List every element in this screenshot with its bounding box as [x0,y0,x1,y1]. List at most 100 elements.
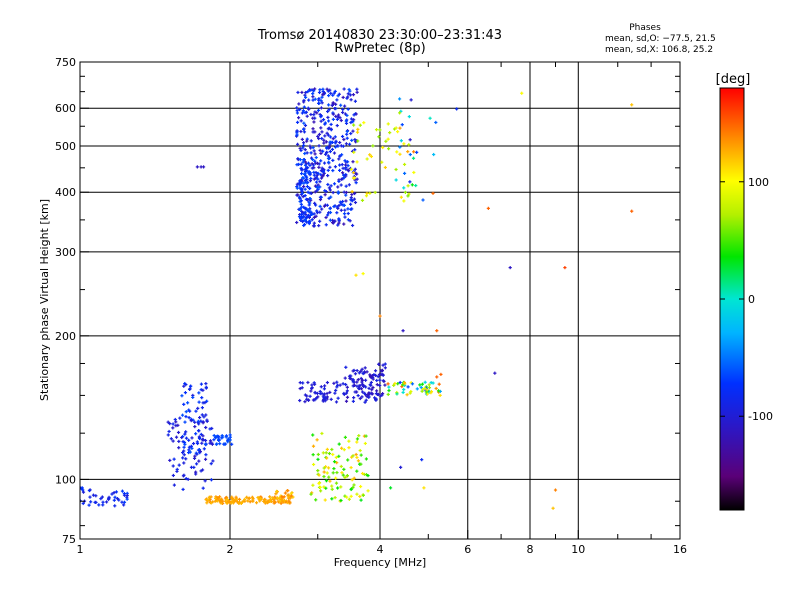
data-point [195,452,199,456]
data-point [210,426,214,431]
data-point [343,112,348,116]
data-point [357,434,361,438]
x-tick-label: 8 [527,543,534,556]
data-point [331,168,335,173]
data-point [336,190,340,194]
data-point [187,387,192,391]
data-point [323,193,327,197]
data-point [344,174,348,178]
data-point [373,396,377,400]
data-point [326,466,331,470]
data-point [325,87,329,91]
data-point [324,486,328,490]
data-point [336,94,340,98]
data-point [307,215,312,220]
data-point [340,153,344,157]
data-point [191,395,195,399]
data-point [347,446,351,450]
data-point [368,153,372,157]
data-point [429,381,433,385]
data-point [366,489,370,493]
data-point [308,144,312,148]
data-point [351,120,355,124]
data-point [299,162,303,166]
data-point [301,381,305,385]
data-point [300,386,304,390]
data-point [308,196,312,201]
data-point [183,391,188,395]
data-point [359,453,363,457]
data-point [339,446,344,450]
data-point [313,97,317,101]
data-point [112,491,116,495]
data-point [344,382,348,387]
data-point [316,468,320,473]
data-point [304,180,308,184]
data-point [87,503,91,507]
data-point [331,471,335,475]
data-point [334,139,338,143]
data-point [301,160,305,164]
data-point [366,473,370,478]
data-point [339,485,343,489]
data-point [339,183,343,187]
axis-ticks: 1 2 4 6 8 10 16 75 100 200 300 400 500 600 750 [55,56,687,556]
data-point [342,212,347,216]
data-point [420,389,424,393]
data-point [332,204,336,209]
data-point [314,498,318,502]
data-point [360,367,364,371]
data-point [406,385,410,389]
data-point [177,446,181,450]
data-point [303,187,307,191]
data-point [326,182,330,187]
data-point [298,398,302,403]
data-point [563,265,567,270]
data-point [520,91,524,95]
data-point [326,173,330,178]
x-tick-label: 6 [464,543,471,556]
data-point [380,160,384,164]
data-point [399,465,403,469]
data-point [348,89,352,93]
data-point [402,142,406,146]
data-point [355,87,359,91]
data-point [167,429,171,434]
x-tick-label: 16 [673,543,687,556]
data-point [194,462,199,466]
data-point [410,183,414,187]
data-point [341,95,345,100]
data-point [336,113,341,117]
data-point [320,431,324,436]
data-point [336,486,340,490]
data-point [194,432,198,436]
data-point [330,103,334,107]
data-point [298,207,302,211]
data-point [328,390,332,394]
data-point [239,501,243,505]
data-point [363,378,368,382]
data-point [299,212,304,217]
data-point [337,221,341,225]
data-point [199,419,203,423]
data-point [99,497,103,501]
data-point [369,154,374,159]
data-point [348,202,353,206]
x-tick-label: 10 [571,543,585,556]
data-point [204,385,208,389]
data-point [386,392,390,397]
data-point [349,117,354,121]
data-point [345,385,349,389]
data-point [349,465,353,470]
data-point [113,504,117,508]
y-tick-label: 500 [55,140,76,153]
data-point [314,175,318,179]
data-point [368,191,372,195]
data-point [303,210,307,214]
data-point [371,385,375,390]
data-point [361,493,365,497]
data-point [360,378,364,382]
x-tick-label: 1 [77,543,84,556]
data-point [245,495,249,499]
data-point [300,137,304,141]
